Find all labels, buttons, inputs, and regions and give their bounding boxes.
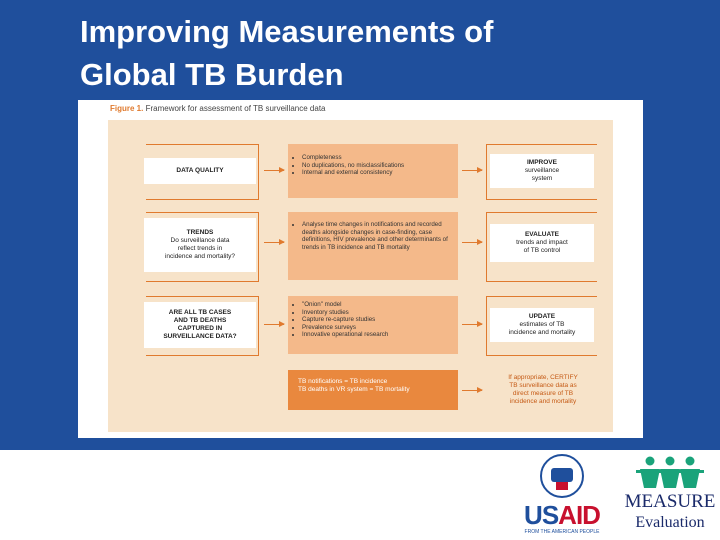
trends-label: TRENDS	[186, 229, 214, 236]
check-item: Innovative operational research	[302, 331, 452, 339]
capture-question: ARE ALL TB CASES	[168, 309, 232, 316]
slide-title-line2: Global TB Burden	[80, 57, 344, 92]
row1-right-bracket	[486, 144, 597, 200]
slide-title: Improving Measurements of Global TB Burd…	[80, 10, 680, 96]
usaid-wordmark: USAID	[512, 502, 612, 528]
usaid-logo: USAID FROM THE AMERICAN PEOPLE	[512, 452, 612, 538]
trends-question: Do surveillance data	[170, 237, 230, 244]
measure-evaluation-logo: MEASURE Evaluation	[622, 454, 718, 538]
evaluate-text: trends and impact	[516, 239, 568, 246]
capture-question: AND TB DEATHS	[173, 317, 227, 324]
check-item: "Onion" model	[302, 301, 452, 309]
update-text: estimates of TB	[519, 321, 565, 328]
row2-left-bracket	[146, 212, 259, 282]
evaluate-box: EVALUATE trends and impact of TB control	[490, 224, 594, 262]
capture-question: SURVEILLANCE DATA?	[163, 333, 237, 340]
improve-box: IMPROVE surveillance system	[490, 154, 594, 188]
slide-title-line1: Improving Measurements of	[80, 14, 494, 49]
evaluate-text: of TB control	[523, 247, 561, 254]
certify-text: TB surveillance data as	[509, 382, 577, 389]
evaluate-label: EVALUATE	[524, 231, 560, 238]
row3-right-bracket	[486, 296, 597, 356]
update-label: UPDATE	[528, 313, 556, 320]
bottom-arrow	[462, 387, 483, 393]
improve-label: IMPROVE	[527, 159, 557, 166]
capture-question: CAPTURED IN	[177, 325, 223, 332]
measure-evaluation-text: Evaluation	[635, 514, 705, 531]
row1-arrow-left	[264, 167, 285, 173]
certify-text: direct measure of TB	[512, 390, 574, 397]
usaid-aid: AID	[558, 500, 601, 530]
update-box: UPDATE estimates of TB incidence and mor…	[490, 308, 594, 342]
framework-figure: Figure 1. Framework for assessment of TB…	[78, 100, 643, 438]
row2-right-bracket	[486, 212, 597, 282]
usaid-seal-icon	[540, 454, 584, 498]
check-item: Capture re-capture studies	[302, 316, 452, 324]
usaid-tagline: FROM THE AMERICAN PEOPLE	[524, 529, 600, 535]
check-item: Inventory studies	[302, 309, 452, 317]
update-text: incidence and mortality	[508, 329, 576, 336]
check-item: Prevalence surveys	[302, 324, 452, 332]
row2-arrow-left	[264, 239, 285, 245]
row2-arrow-right	[462, 239, 483, 245]
check-item: Internal and external consistency	[302, 169, 452, 177]
check-item: Completeness	[302, 154, 452, 162]
figure-caption-label: Figure 1.	[110, 104, 144, 113]
row3-left-bracket	[146, 296, 259, 356]
capture-methods: "Onion" model Inventory studies Capture …	[288, 296, 458, 354]
people-icon	[636, 456, 704, 488]
mortality-equivalence: TB deaths in VR system = TB mortality	[298, 386, 410, 393]
data-quality-checks: Completeness No duplications, no misclas…	[288, 144, 458, 198]
row1-left-bracket	[146, 144, 259, 200]
trends-question: reflect trends in	[177, 245, 223, 252]
notification-equivalence: TB notifications = TB incidence	[298, 378, 388, 385]
certify-box: If appropriate, CERTIFY TB surveillance …	[486, 368, 600, 412]
trends-question: incidence and mortality?	[164, 253, 236, 260]
row3-arrow-right	[462, 321, 483, 327]
improve-text: system	[531, 175, 553, 182]
capture-box: ARE ALL TB CASES AND TB DEATHS CAPTURED …	[144, 302, 256, 348]
row1-arrow-right	[462, 167, 483, 173]
data-quality-label: DATA QUALITY	[176, 167, 224, 174]
certify-text: incidence and mortality	[509, 398, 577, 405]
certify-text: If appropriate, CERTIFY	[508, 374, 578, 381]
equivalence-box: TB notifications = TB incidence TB death…	[288, 370, 458, 410]
row3-arrow-left	[264, 321, 285, 327]
usaid-us: US	[524, 500, 559, 530]
check-item: Analyse time changes in notifications an…	[302, 221, 452, 251]
figure-caption: Figure 1. Framework for assessment of TB…	[110, 104, 326, 113]
check-item: No duplications, no misclassifications	[302, 162, 452, 170]
trends-analysis: Analyse time changes in notifications an…	[288, 212, 458, 280]
measure-wordmark: MEASURE	[624, 491, 716, 512]
data-quality-box: DATA QUALITY	[144, 158, 256, 184]
figure-caption-text: Framework for assessment of TB surveilla…	[145, 104, 326, 113]
trends-box: TRENDS Do surveillance data reflect tren…	[144, 218, 256, 272]
improve-text: surveillance	[524, 167, 560, 174]
